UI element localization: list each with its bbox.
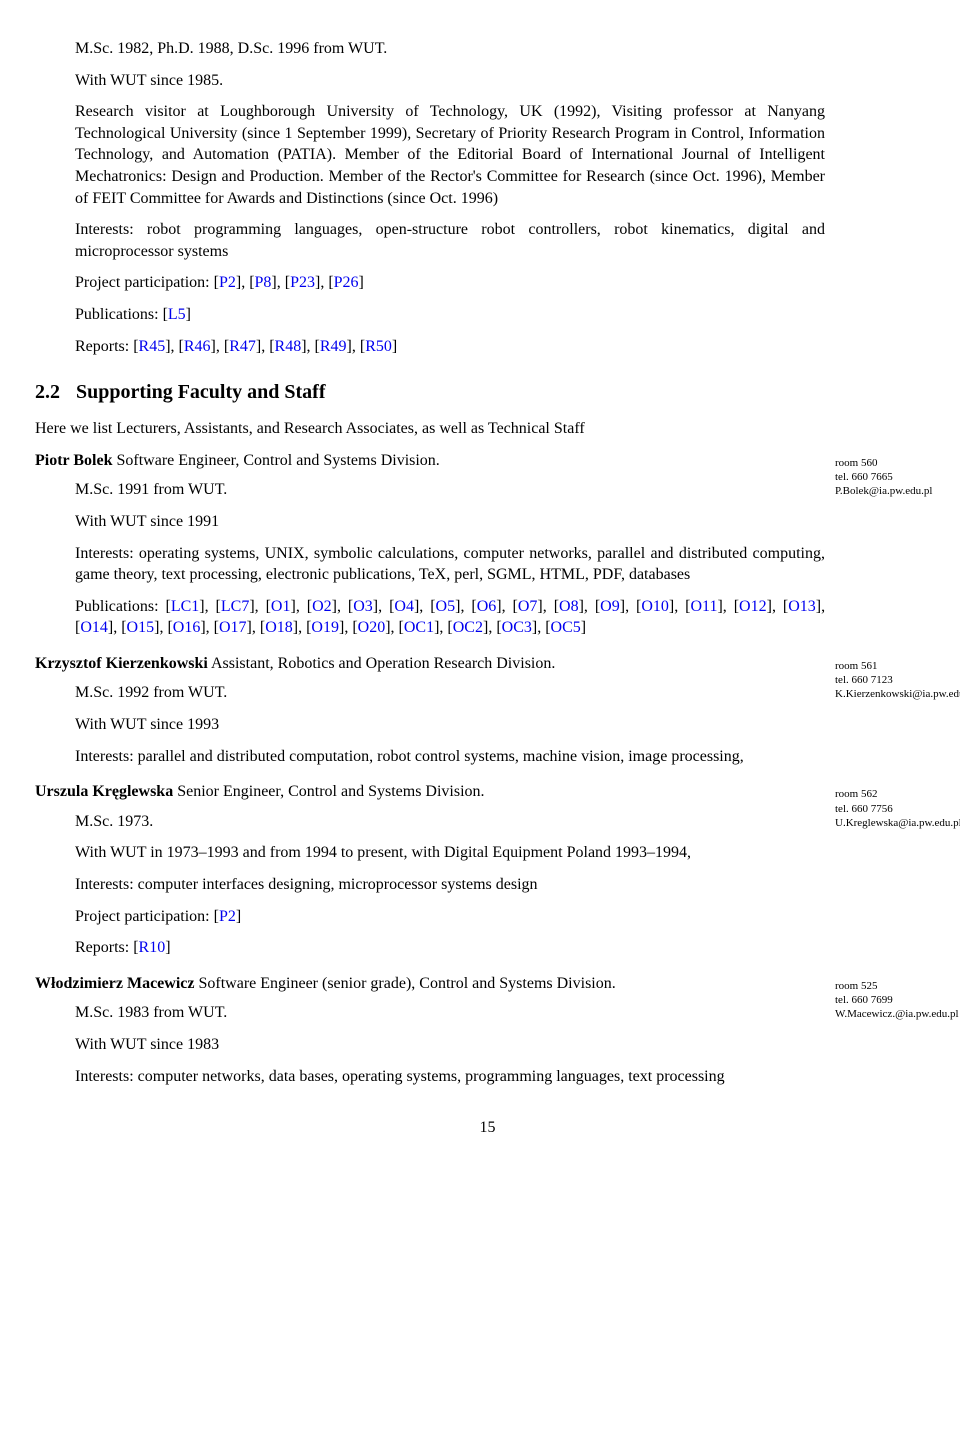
margin-note: room 560tel. 660 7665P.Bolek@ia.pw.edu.p… <box>835 456 960 499</box>
person-interests: Interests: parallel and distributed comp… <box>75 746 825 768</box>
person-interests: Interests: operating systems, UNIX, symb… <box>75 543 825 586</box>
ref-link[interactable]: O8 <box>559 598 579 615</box>
ref-link[interactable]: P2 <box>219 274 236 291</box>
person-head: Urszula Kręglewska Senior Engineer, Cont… <box>35 781 825 803</box>
note-tel: tel. 660 7665 <box>835 470 960 484</box>
person-role: Assistant, Robotics and Operation Resear… <box>208 655 556 672</box>
ref-link[interactable]: LC1 <box>171 598 199 615</box>
page-number: 15 <box>35 1117 940 1139</box>
section-intro: Here we list Lecturers, Assistants, and … <box>35 418 825 440</box>
ref-link[interactable]: O17 <box>219 619 247 636</box>
margin-note: room 562tel. 660 7756U.Kreglewska@ia.pw.… <box>835 787 960 830</box>
top-interests: Interests: robot programming languages, … <box>75 219 825 262</box>
person-publications: Publications: [LC1], [LC7], [O1], [O2], … <box>75 596 825 639</box>
note-room: room 560 <box>835 456 960 470</box>
person-since: With WUT in 1973–1993 and from 1994 to p… <box>75 842 825 864</box>
note-room: room 562 <box>835 787 960 801</box>
ref-link[interactable]: OC5 <box>551 619 581 636</box>
ref-link[interactable]: O6 <box>477 598 497 615</box>
ref-link[interactable]: O5 <box>436 598 456 615</box>
ref-link[interactable]: L5 <box>168 306 186 323</box>
margin-note: room 525tel. 660 7699W.Macewicz.@ia.pw.e… <box>835 979 960 1022</box>
note-tel: tel. 660 7699 <box>835 993 960 1007</box>
person-entry: room 562tel. 660 7756U.Kreglewska@ia.pw.… <box>35 781 825 959</box>
top-since: With WUT since 1985. <box>75 70 825 92</box>
top-bio: Research visitor at Loughborough Univers… <box>75 101 825 209</box>
ref-link[interactable]: O3 <box>353 598 373 615</box>
ref-link[interactable]: O1 <box>271 598 291 615</box>
person-degree: M.Sc. 1973. <box>75 811 825 833</box>
ref-link[interactable]: O18 <box>265 619 293 636</box>
person-entry: room 525tel. 660 7699W.Macewicz.@ia.pw.e… <box>35 973 825 1087</box>
note-room: room 525 <box>835 979 960 993</box>
person-name: Urszula Kręglewska <box>35 783 173 800</box>
ref-link[interactable]: R47 <box>229 338 256 355</box>
ref-link[interactable]: R50 <box>365 338 392 355</box>
person-reports: Reports: [R10] <box>75 937 825 959</box>
person-since: With WUT since 1993 <box>75 714 825 736</box>
note-mail: K.Kierzenkowski@ia.pw.edu.pl <box>835 687 960 701</box>
section-heading: 2.2 Supporting Faculty and Staff <box>35 379 825 406</box>
section-number: 2.2 <box>35 381 60 403</box>
ref-link[interactable]: P23 <box>290 274 315 291</box>
person-degree: M.Sc. 1983 from WUT. <box>75 1002 825 1024</box>
person-since: With WUT since 1991 <box>75 511 825 533</box>
ref-link[interactable]: LC7 <box>221 598 249 615</box>
ref-link[interactable]: R48 <box>275 338 302 355</box>
person-name: Krzysztof Kierzenkowski <box>35 655 208 672</box>
top-publications: Publications: [L5] <box>75 304 825 326</box>
ref-link[interactable]: P26 <box>334 274 359 291</box>
person-entry: room 560tel. 660 7665P.Bolek@ia.pw.edu.p… <box>35 450 825 639</box>
ref-link[interactable]: OC1 <box>404 619 434 636</box>
note-tel: tel. 660 7123 <box>835 673 960 687</box>
person-head: Włodzimierz Macewicz Software Engineer (… <box>35 973 825 995</box>
ref-link[interactable]: O20 <box>358 619 386 636</box>
person-head: Piotr Bolek Software Engineer, Control a… <box>35 450 825 472</box>
ref-link[interactable]: O16 <box>173 619 201 636</box>
ref-link[interactable]: O19 <box>311 619 339 636</box>
person-projects: Project participation: [P2] <box>75 906 825 928</box>
note-mail: W.Macewicz.@ia.pw.edu.pl <box>835 1007 960 1021</box>
person-role: Software Engineer (senior grade), Contro… <box>194 975 615 992</box>
person-since: With WUT since 1983 <box>75 1034 825 1056</box>
person-name: Włodzimierz Macewicz <box>35 975 194 992</box>
top-projects: Project participation: [P2], [P8], [P23]… <box>75 272 825 294</box>
ref-link[interactable]: O4 <box>394 598 414 615</box>
person-entry: room 561tel. 660 7123K.Kierzenkowski@ia.… <box>35 653 825 767</box>
ref-link[interactable]: O14 <box>80 619 108 636</box>
top-reports: Reports: [R45], [R46], [R47], [R48], [R4… <box>75 336 825 358</box>
note-room: room 561 <box>835 659 960 673</box>
ref-link[interactable]: O7 <box>518 598 538 615</box>
person-degree: M.Sc. 1991 from WUT. <box>75 479 825 501</box>
person-interests: Interests: computer networks, data bases… <box>75 1066 825 1088</box>
ref-link[interactable]: O9 <box>600 598 620 615</box>
ref-link[interactable]: O15 <box>127 619 155 636</box>
ref-link[interactable]: O11 <box>690 598 717 615</box>
ref-link[interactable]: O10 <box>641 598 669 615</box>
ref-link[interactable]: P2 <box>219 908 236 925</box>
note-mail: P.Bolek@ia.pw.edu.pl <box>835 484 960 498</box>
ref-link[interactable]: P8 <box>255 274 272 291</box>
ref-link[interactable]: R45 <box>139 338 166 355</box>
person-role: Senior Engineer, Control and Systems Div… <box>173 783 484 800</box>
person-head: Krzysztof Kierzenkowski Assistant, Robot… <box>35 653 825 675</box>
person-interests: Interests: computer interfaces designing… <box>75 874 825 896</box>
ref-link[interactable]: R46 <box>184 338 211 355</box>
ref-link[interactable]: OC2 <box>453 619 483 636</box>
person-degree: M.Sc. 1992 from WUT. <box>75 682 825 704</box>
ref-link[interactable]: OC3 <box>502 619 532 636</box>
ref-link[interactable]: O12 <box>739 598 767 615</box>
ref-link[interactable]: O13 <box>788 598 816 615</box>
ref-link[interactable]: R10 <box>139 939 166 956</box>
note-tel: tel. 660 7756 <box>835 802 960 816</box>
top-degrees: M.Sc. 1982, Ph.D. 1988, D.Sc. 1996 from … <box>75 38 825 60</box>
section-title: Supporting Faculty and Staff <box>76 381 326 403</box>
margin-note: room 561tel. 660 7123K.Kierzenkowski@ia.… <box>835 659 960 702</box>
person-name: Piotr Bolek <box>35 452 112 469</box>
note-mail: U.Kreglewska@ia.pw.edu.pl <box>835 816 960 830</box>
ref-link[interactable]: O2 <box>312 598 332 615</box>
ref-link[interactable]: R49 <box>320 338 347 355</box>
person-role: Software Engineer, Control and Systems D… <box>112 452 439 469</box>
